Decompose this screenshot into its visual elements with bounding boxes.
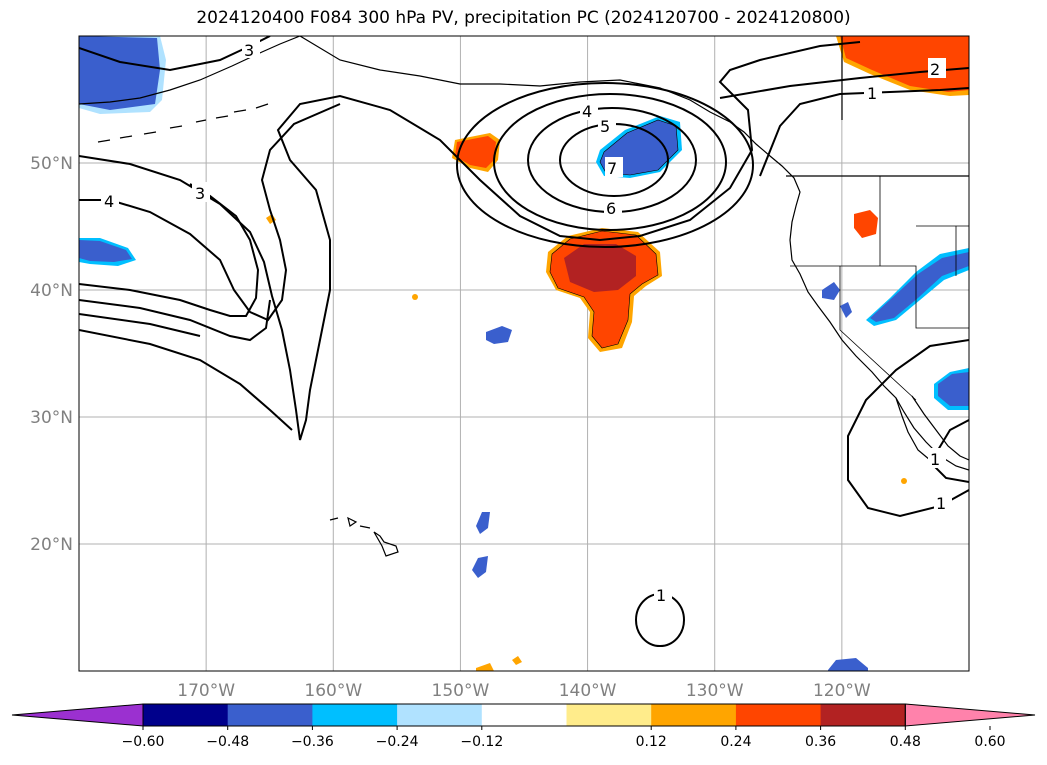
negative-precip-area	[840, 302, 852, 318]
pv-contour-3-west	[79, 183, 260, 317]
contour-label: 1	[936, 494, 946, 513]
contour-label: 5	[600, 117, 610, 136]
colorbar-segment	[227, 704, 313, 726]
longitude-label: 150°W	[432, 681, 490, 701]
pv-contour-ring-5	[493, 93, 727, 231]
colorbar-segment	[820, 704, 906, 726]
negative-precip-area	[476, 512, 490, 534]
pv-contour-outer	[79, 41, 861, 441]
colorbar-tick-label: −0.36	[291, 734, 334, 750]
positive-precip-area	[512, 656, 522, 665]
longitude-label: 160°W	[304, 681, 362, 701]
longitude-label: 130°W	[686, 681, 744, 701]
colorbar: −0.60 −0.48 −0.36 −0.24 −0.12 0.12 0.24 0.36 0.4…	[11, 703, 1036, 750]
map-frame	[78, 35, 970, 672]
positive-precip-area	[412, 294, 418, 300]
colorbar-segment	[651, 704, 737, 726]
aleutian-islands	[97, 103, 269, 143]
coastlines	[79, 36, 969, 557]
gridlines	[79, 36, 969, 671]
alaska-gulf-coast	[299, 36, 731, 123]
alaska-coastline	[79, 36, 301, 105]
pv-contour-0-west	[79, 329, 293, 431]
negative-precip-area	[79, 240, 132, 262]
map-area	[79, 36, 969, 671]
positive-precip-area	[854, 210, 878, 238]
contour-label: 4	[582, 102, 592, 121]
longitude-label: 170°W	[177, 681, 235, 701]
pv-contour-1-east	[759, 87, 969, 177]
positive-precip-area	[901, 478, 907, 484]
latitude-label: 20°N	[30, 535, 73, 555]
colorbar-segment	[566, 704, 652, 726]
longitude-labels: 170°W 160°W 150°W 140°W 130°W 120°W	[177, 681, 871, 701]
contour-label: 1	[656, 586, 666, 605]
colorbar-tick-label: 0.60	[974, 734, 1005, 750]
colorbar-segment	[735, 704, 822, 726]
longitude-label: 120°W	[813, 681, 871, 701]
colorbar-tick-label: −0.12	[460, 734, 503, 750]
pacific-nw-coastline	[729, 121, 969, 471]
colorbar-tick-label: −0.24	[376, 734, 419, 750]
latitude-label: 50°N	[30, 154, 73, 174]
colorbar-tick-label: −0.48	[206, 734, 249, 750]
negative-precip-area	[486, 326, 512, 344]
colorbar-tick-label: 0.48	[890, 734, 921, 750]
contour-label: 6	[606, 199, 616, 218]
negative-precip-area	[828, 658, 868, 671]
contour-label: 3	[195, 184, 205, 203]
pv-contour-1-se	[847, 339, 969, 518]
colorbar-tick-label: 0.24	[720, 734, 751, 750]
positive-precip-area	[476, 663, 494, 671]
state-borders	[790, 176, 969, 401]
colorbar-segment	[397, 704, 483, 726]
positive-precip-area	[564, 244, 636, 292]
hawaii-islands	[329, 516, 399, 557]
colorbar-tick-label: −0.60	[122, 734, 165, 750]
colorbar-tick-label: 0.12	[636, 734, 667, 750]
colorbar-tick-label: 0.36	[805, 734, 836, 750]
pv-contour-2-west	[79, 299, 271, 342]
baja-coastline	[895, 397, 931, 461]
gulf-of-california	[911, 395, 969, 461]
colorbar-extend-max	[904, 703, 1036, 727]
positive-precip-area	[455, 136, 496, 168]
negative-precip-area	[822, 282, 840, 300]
colorbar-segment	[143, 704, 229, 726]
longitude-label: 140°W	[559, 681, 617, 701]
colorbar-frame	[142, 703, 906, 727]
contour-label: 3	[244, 41, 254, 60]
negative-precip-area	[79, 36, 160, 110]
contour-label: 7	[607, 159, 617, 178]
contour-labels: 3 4 3 4 5 7 6 2 1 1 1 1	[101, 38, 952, 605]
colorbar-segment	[481, 704, 567, 726]
colorbar-segment	[312, 704, 398, 726]
colorbar-extend-min	[11, 703, 144, 727]
pv-contour-4-west	[79, 103, 341, 322]
contour-label: 1	[867, 84, 877, 103]
contour-label: 1	[930, 450, 940, 469]
negative-precip-area	[472, 556, 488, 578]
negative-precip-area	[938, 372, 969, 406]
negative-precip-area	[870, 252, 969, 322]
latitude-label: 40°N	[30, 281, 73, 301]
pv-contour-1-west	[79, 313, 201, 337]
latitude-labels: 50°N 40°N 30°N 20°N	[30, 154, 73, 555]
pv-contour-ring-4	[456, 82, 754, 248]
contour-label: 4	[104, 192, 114, 211]
chart-title: 2024120400 F084 300 hPa PV, precipitatio…	[196, 8, 851, 28]
latitude-label: 30°N	[30, 408, 73, 428]
contour-label: 2	[930, 60, 940, 79]
precip-outline	[549, 230, 659, 349]
